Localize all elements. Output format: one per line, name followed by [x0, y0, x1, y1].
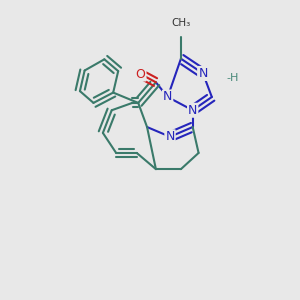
- Text: O: O: [136, 68, 146, 80]
- Text: N: N: [165, 130, 175, 143]
- Text: N: N: [198, 67, 208, 80]
- Text: CH₃: CH₃: [171, 18, 190, 28]
- Text: -H: -H: [226, 73, 239, 83]
- Text: N: N: [198, 67, 208, 80]
- Text: N: N: [163, 91, 172, 103]
- Text: N: N: [188, 104, 197, 117]
